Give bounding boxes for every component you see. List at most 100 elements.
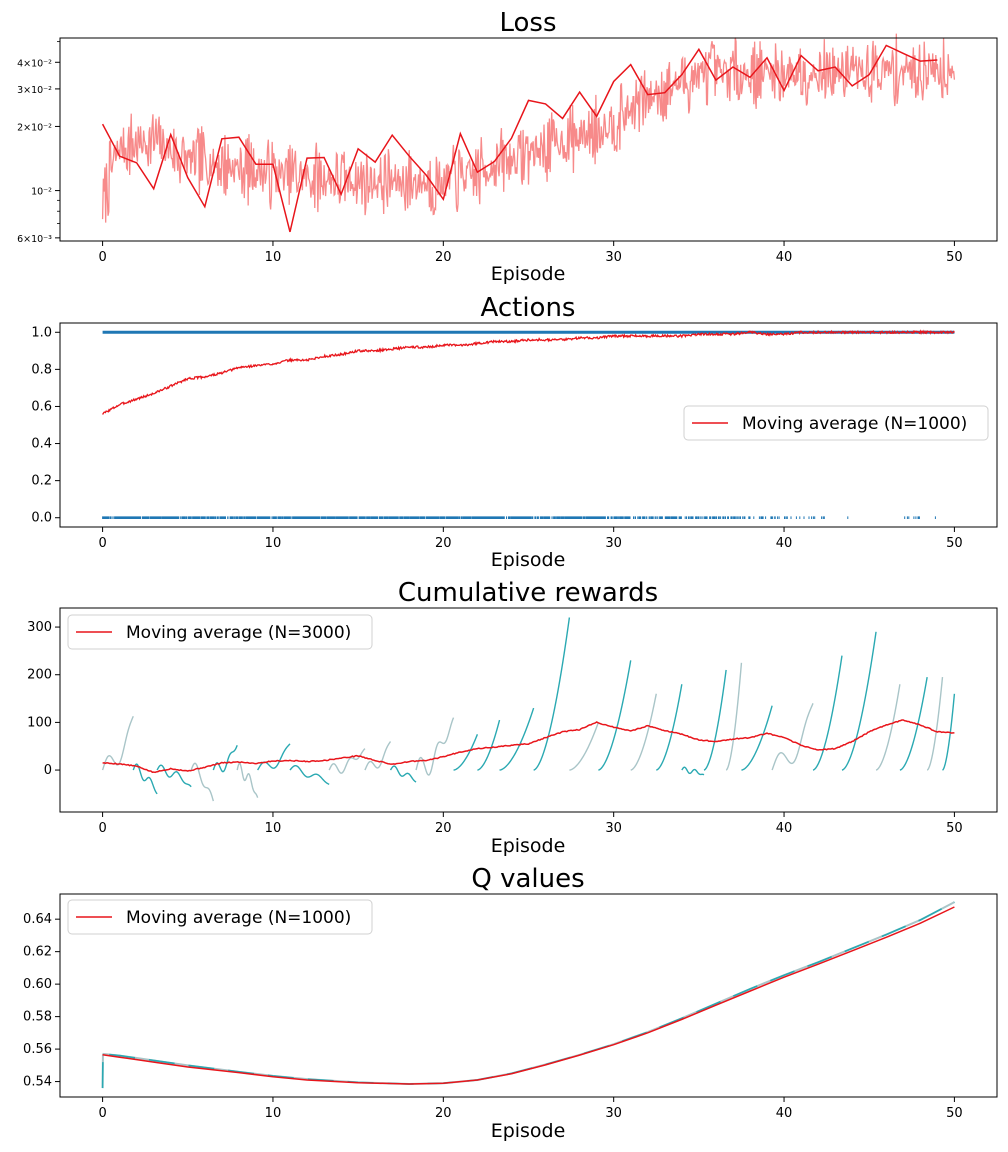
rewards-episode-series	[741, 705, 773, 771]
rewards-xtick-label: 0	[98, 821, 106, 836]
rewards-episode-series	[533, 617, 571, 771]
rewards-episode-series	[212, 745, 238, 773]
rewards-episode-series	[569, 722, 600, 771]
rewards-episode-series	[289, 764, 330, 785]
loss-plot-area	[101, 33, 956, 233]
rewards-episode-series	[156, 764, 192, 788]
qvalues-x-ticks: 0 10 20 30 40 50	[98, 1097, 963, 1121]
qvalues-xtick-label: 20	[435, 1106, 452, 1121]
rewards-episode-series	[942, 693, 956, 771]
rewards-legend: Moving average (N=3000)	[67, 614, 373, 650]
qvalues-xlabel: Episode	[491, 1120, 566, 1142]
rewards-episode-series	[841, 631, 877, 771]
actions-panel: Actions 0 10 20 30 40 50 0.0 0.2 0.4 0.6 0.8 1.0 M…	[31, 293, 998, 571]
actions-ytick-label: 0.6	[31, 399, 52, 414]
actions-ytick-label: 0.0	[31, 511, 52, 526]
actions-y-ticks: 0.0 0.2 0.4 0.6 0.8 1.0	[31, 325, 60, 526]
actions-points-low	[102, 516, 936, 519]
rewards-legend-label: Moving average (N=3000)	[126, 623, 351, 643]
loss-xtick-label: 50	[946, 250, 963, 265]
rewards-axes-frame	[59, 607, 998, 813]
actions-x-ticks: 0 10 20 30 40 50	[98, 527, 963, 551]
rewards-episode-series	[415, 717, 455, 776]
rewards-episode-series	[190, 762, 215, 802]
qvalues-legend-label: Moving average (N=1000)	[126, 908, 351, 928]
loss-xtick-label: 10	[265, 250, 282, 265]
actions-legend-label: Moving average (N=1000)	[742, 414, 967, 434]
loss-ytick-label: 2×10⁻²	[17, 122, 52, 133]
rewards-panel: Cumulative rewards 0 10 20 30 40 50 0 100 200 30…	[27, 578, 998, 857]
loss-xtick-label: 0	[98, 250, 106, 265]
rewards-episode-series	[725, 662, 743, 771]
rewards-episode-series	[656, 684, 683, 771]
actions-xtick-label: 30	[605, 536, 622, 551]
loss-average-series	[101, 44, 938, 233]
qvalues-xtick-label: 50	[946, 1106, 963, 1121]
loss-ytick-label: 4×10⁻²	[17, 58, 52, 69]
rewards-average-series	[102, 719, 955, 774]
loss-x-ticks: 0 10 20 30 40 50	[98, 241, 963, 265]
rewards-ytick-label: 100	[27, 715, 52, 730]
qvalues-legend: Moving average (N=1000)	[67, 899, 373, 935]
actions-ytick-label: 0.8	[31, 362, 52, 377]
rewards-episode-series	[364, 741, 392, 771]
actions-average-series	[102, 329, 955, 415]
actions-axes-frame	[59, 322, 998, 528]
qvalues-average-series	[102, 906, 955, 1085]
loss-ytick-label: 10⁻²	[31, 187, 52, 198]
rewards-y-ticks: 0 100 200 300	[27, 620, 60, 778]
rewards-episode-series	[681, 766, 705, 776]
rewards-episode-series	[598, 660, 632, 771]
rewards-episode-series	[771, 703, 814, 771]
loss-xtick-label: 30	[605, 250, 622, 265]
rewards-plot-area	[101, 617, 956, 802]
qvalues-y-ticks: 0.54 0.56 0.58 0.60 0.62 0.64	[23, 912, 60, 1090]
actions-xlabel: Episode	[491, 549, 566, 571]
qvalues-ytick-label: 0.62	[23, 945, 52, 960]
qvalues-panel: Q values 0 10 20 30 40 50 0.54 0.56 0.58 0.60 0.6…	[23, 864, 998, 1142]
loss-axes-frame	[59, 37, 998, 242]
qvalues-axes-frame	[59, 893, 998, 1098]
rewards-episode-series	[703, 669, 727, 771]
rewards-xtick-label: 50	[946, 821, 963, 836]
loss-ytick-label: 6×10⁻³	[17, 234, 52, 245]
actions-ytick-label: 0.2	[31, 474, 52, 489]
rewards-ytick-label: 200	[27, 668, 52, 683]
actions-xtick-label: 50	[946, 536, 963, 551]
actions-title: Actions	[481, 293, 576, 323]
qvalues-xtick-label: 30	[605, 1106, 622, 1121]
rewards-episode-series	[477, 719, 501, 771]
actions-xtick-label: 0	[98, 536, 106, 551]
qvalues-ytick-label: 0.56	[23, 1042, 52, 1057]
actions-xtick-label: 20	[435, 536, 452, 551]
rewards-title: Cumulative rewards	[398, 578, 658, 608]
qvalues-ytick-label: 0.54	[23, 1075, 52, 1090]
qvalues-xtick-label: 40	[776, 1106, 793, 1121]
rewards-episode-series	[899, 676, 928, 771]
rewards-episode-series	[499, 707, 535, 771]
actions-ytick-label: 1.0	[31, 325, 52, 340]
qvalues-ytick-label: 0.60	[23, 977, 52, 992]
loss-xlabel: Episode	[491, 263, 566, 285]
actions-ytick-label: 0.4	[31, 437, 52, 452]
rewards-xtick-label: 10	[265, 821, 282, 836]
rewards-episode-series	[630, 693, 657, 771]
rewards-x-ticks: 0 10 20 30 40 50	[98, 812, 963, 836]
loss-panel: Loss 0 10 20 30 40 50 6×10⁻³ 10⁻² 2×10⁻² 3×10⁻² 4…	[17, 8, 998, 285]
rewards-ytick-label: 0	[44, 763, 52, 778]
qvalues-plot-area	[101, 901, 955, 1089]
loss-xtick-label: 20	[435, 250, 452, 265]
rewards-episode-series	[236, 762, 259, 798]
rewards-ytick-label: 300	[27, 620, 52, 635]
qvalues-xtick-label: 10	[265, 1106, 282, 1121]
qvalues-ytick-label: 0.64	[23, 912, 52, 927]
rewards-xtick-label: 30	[605, 821, 622, 836]
actions-plot-area	[102, 329, 955, 519]
loss-y-ticks: 6×10⁻³ 10⁻² 2×10⁻² 3×10⁻² 4×10⁻²	[17, 41, 60, 245]
loss-raw-series	[101, 33, 956, 223]
rewards-episode-series	[812, 655, 843, 771]
loss-title: Loss	[499, 8, 556, 38]
rewards-xtick-label: 20	[435, 821, 452, 836]
rewards-episode-series	[389, 765, 417, 783]
loss-xtick-label: 40	[776, 250, 793, 265]
